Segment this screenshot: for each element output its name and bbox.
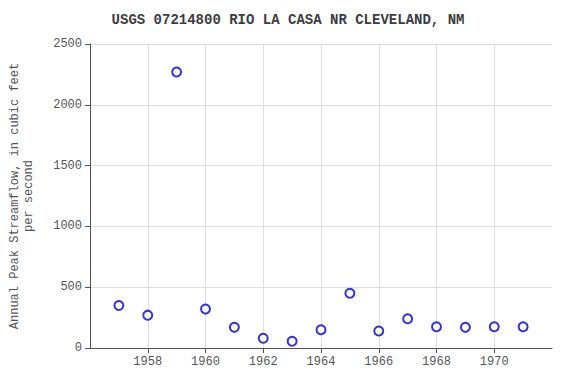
- svg-text:500: 500: [60, 280, 82, 294]
- svg-text:1500: 1500: [53, 159, 82, 173]
- svg-text:per second: per second: [22, 160, 36, 232]
- svg-text:1970: 1970: [480, 355, 509, 369]
- svg-text:1958: 1958: [133, 355, 162, 369]
- svg-text:1000: 1000: [53, 219, 82, 233]
- svg-text:1964: 1964: [307, 355, 336, 369]
- svg-text:USGS 07214800 RIO LA CASA NR C: USGS 07214800 RIO LA CASA NR CLEVELAND, …: [112, 12, 465, 28]
- svg-text:2500: 2500: [53, 37, 82, 51]
- svg-text:1960: 1960: [191, 355, 220, 369]
- svg-text:2000: 2000: [53, 98, 82, 112]
- svg-text:1962: 1962: [249, 355, 278, 369]
- svg-text:1968: 1968: [422, 355, 451, 369]
- svg-text:0: 0: [75, 341, 82, 355]
- svg-text:1966: 1966: [364, 355, 393, 369]
- svg-text:Annual Peak Streamflow, in cub: Annual Peak Streamflow, in cubic feet: [8, 63, 22, 329]
